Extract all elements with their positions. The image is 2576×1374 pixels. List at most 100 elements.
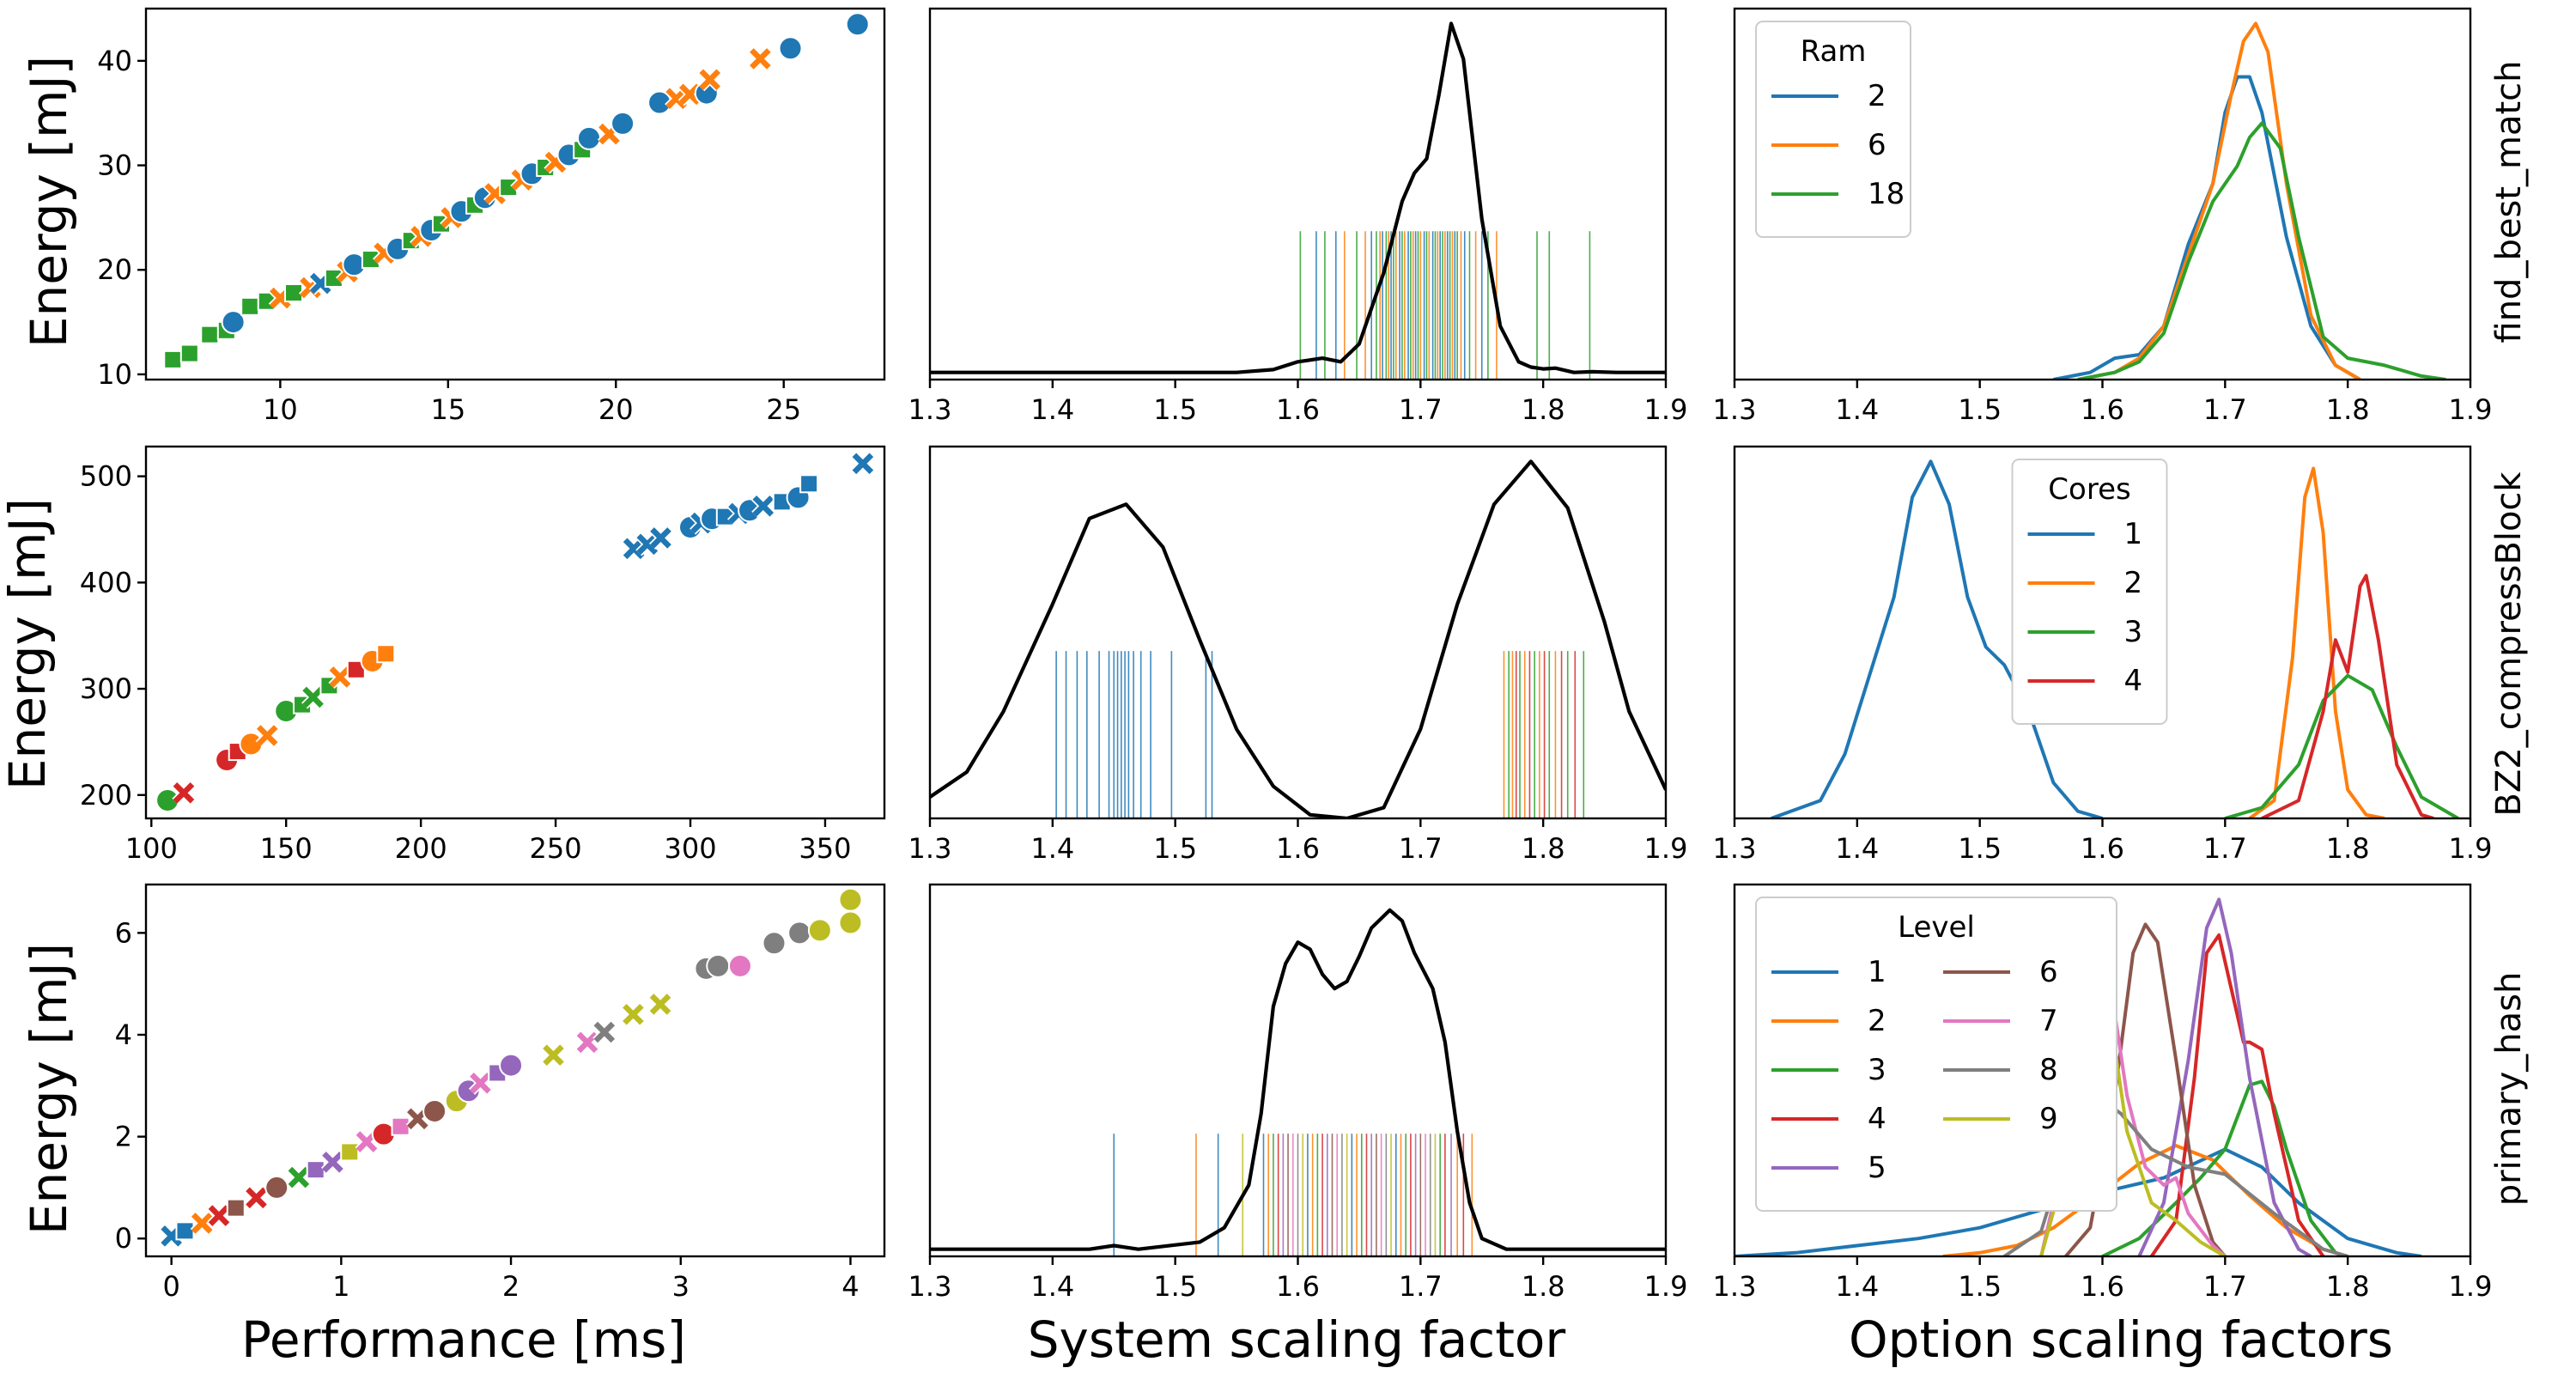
scatter-point [163, 350, 183, 369]
legend-entry-label: 2 [2124, 566, 2143, 600]
ylabel-energy-row-3: Energy [mJ] [20, 943, 78, 1235]
x-tick-label: 1.6 [2081, 832, 2124, 865]
legend-entry-label: 6 [2039, 955, 2058, 989]
legend-entry-label: 9 [2039, 1102, 2058, 1136]
x-tick-label: 300 [664, 832, 716, 865]
y-tick-label: 20 [97, 253, 132, 286]
legend-entry-label: 2 [1868, 79, 1886, 113]
x-tick-label: 1.5 [1958, 393, 2002, 426]
x-tick-label: 1.3 [1713, 832, 1757, 865]
scatter-point [208, 1205, 230, 1226]
x-tick-label: 1.4 [1835, 1270, 1879, 1303]
x-tick-label: 1.8 [2326, 832, 2370, 865]
legend-box [1755, 897, 2117, 1212]
xlabel-performance: Performance [ms] [241, 1310, 686, 1369]
scatter-point [175, 1221, 195, 1241]
legend-entry-label: 5 [1868, 1151, 1886, 1185]
x-tick-label: 1.8 [1522, 393, 1565, 426]
scatter-point [543, 1044, 564, 1067]
scatter-point [226, 1198, 246, 1218]
scatter-point [852, 453, 874, 475]
x-tick-label: 1.3 [1713, 393, 1757, 426]
row-title-primary-hash: primary_hash [2489, 972, 2529, 1207]
row-title-find-best-match: find_best_match [2489, 61, 2529, 344]
legend-entry-label: 2 [1868, 1004, 1886, 1038]
x-tick-label: 1.7 [2203, 832, 2247, 865]
x-tick-label: 1.3 [908, 832, 952, 865]
axes-frame [144, 7, 886, 381]
legend-title: Ram [1801, 34, 1867, 69]
x-tick-label: 1.6 [2081, 393, 2124, 426]
legend-entry-label: 4 [1868, 1102, 1886, 1136]
x-tick-label: 1.7 [1399, 393, 1443, 426]
x-tick-label: 10 [263, 393, 298, 426]
scatter-point [636, 533, 659, 556]
x-tick-label: 3 [672, 1270, 690, 1303]
series-line-1 [1771, 459, 2104, 818]
ylabel-energy-row-2: Energy [mJ] [0, 498, 57, 790]
x-tick-label: 1.8 [2326, 1270, 2370, 1303]
scatter-point [750, 48, 771, 70]
scatter-point [593, 1021, 616, 1043]
x-tick-label: 1 [332, 1270, 349, 1303]
scatter-point [470, 1073, 491, 1094]
x-tick-label: 0 [162, 1270, 179, 1303]
axes-frame [144, 445, 886, 820]
x-tick-label: 1.9 [1644, 393, 1688, 426]
kde-line [930, 908, 1666, 1251]
y-tick-label: 400 [80, 566, 132, 599]
scatter-point [422, 1098, 447, 1123]
legend-entry-label: 18 [1868, 177, 1905, 211]
scatter-point [838, 887, 863, 912]
x-tick-label: 20 [598, 393, 634, 426]
y-tick-label: 6 [115, 916, 132, 949]
x-tick-label: 1.4 [1030, 393, 1074, 426]
x-tick-label: 1.9 [2449, 832, 2493, 865]
legend-entry-label: 1 [1868, 955, 1886, 989]
series-line-6 [2077, 21, 2361, 380]
plot-area [155, 452, 875, 812]
scatter-point [762, 931, 787, 956]
y-tick-label: 200 [80, 779, 132, 812]
scatter-point [727, 953, 752, 978]
legend-entry-label: 8 [2039, 1053, 2058, 1087]
scatter-point [623, 538, 645, 560]
scatter-point [706, 953, 731, 978]
x-tick-label: 1.8 [2326, 393, 2370, 426]
scatter-point [665, 88, 687, 109]
x-tick-label: 1.6 [1276, 1270, 1320, 1303]
legend-title: Cores [2048, 472, 2130, 507]
x-tick-label: 150 [260, 832, 313, 865]
scatter-point [576, 1031, 598, 1054]
x-tick-label: 1.4 [1030, 1270, 1074, 1303]
x-tick-label: 1.8 [1522, 1270, 1565, 1303]
x-tick-label: 250 [530, 832, 582, 865]
x-tick-label: 1.5 [1153, 393, 1197, 426]
scatter-point [649, 994, 671, 1015]
x-tick-label: 4 [841, 1270, 859, 1303]
scatter-point [752, 495, 775, 517]
ylabel-energy-row-1: Energy [mJ] [20, 56, 78, 348]
scatter-point [799, 474, 819, 494]
plot-area [930, 908, 1666, 1256]
plot-area [2053, 21, 2446, 380]
x-tick-label: 1.9 [2449, 393, 2493, 426]
scatter-point [302, 686, 324, 708]
legend-box [1755, 21, 1911, 238]
series-line-1 [1735, 1147, 2422, 1256]
x-tick-label: 1.6 [1276, 832, 1320, 865]
y-tick-label: 0 [115, 1222, 132, 1255]
x-tick-label: 100 [125, 832, 178, 865]
y-tick-label: 30 [97, 149, 132, 182]
scatter-point [623, 1003, 644, 1025]
plot-area [160, 887, 863, 1248]
panel-r1c2: 1.3 1.4 1.5 1.6 1.7 1.8 1.9 Cores 1 2 3 4 [1713, 445, 2493, 865]
scatter-point [340, 1142, 360, 1162]
xlabel-system-scaling-factor: System scaling factor [1028, 1310, 1566, 1369]
x-tick-label: 1.5 [1958, 1270, 2002, 1303]
x-tick-label: 1.7 [1399, 1270, 1443, 1303]
